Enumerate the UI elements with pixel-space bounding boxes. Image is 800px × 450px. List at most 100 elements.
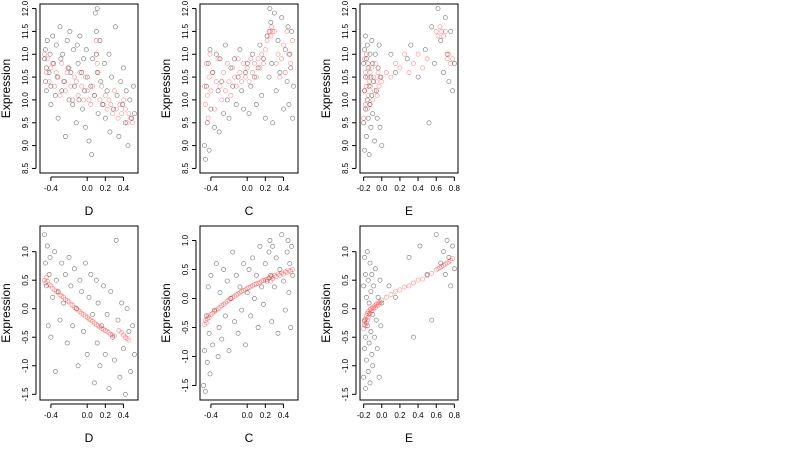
data-point bbox=[266, 74, 272, 80]
x-tick-label: 0.0 bbox=[242, 411, 254, 420]
data-point bbox=[362, 272, 368, 277]
data-point bbox=[244, 61, 250, 66]
data-point bbox=[268, 278, 274, 284]
data-point bbox=[43, 280, 48, 286]
data-point bbox=[90, 311, 95, 317]
data-point bbox=[233, 272, 239, 278]
data-point bbox=[268, 33, 274, 39]
data-point bbox=[102, 93, 108, 98]
data-point bbox=[44, 56, 50, 62]
y-tick-label: -0.5 bbox=[341, 330, 350, 344]
data-point bbox=[86, 316, 92, 322]
data-point bbox=[363, 294, 369, 300]
data-point bbox=[119, 330, 125, 336]
data-point bbox=[44, 88, 49, 94]
y-tick-label: -1.0 bbox=[21, 358, 30, 372]
data-point bbox=[270, 120, 275, 126]
observed-series bbox=[42, 232, 137, 397]
data-point bbox=[433, 267, 439, 273]
data-point bbox=[202, 102, 208, 107]
y-axis-title: Expression bbox=[159, 283, 173, 342]
data-point bbox=[86, 294, 92, 300]
observed-series bbox=[361, 6, 457, 158]
data-point bbox=[106, 97, 112, 103]
y-axis-title: Expression bbox=[159, 59, 173, 118]
data-point bbox=[101, 283, 106, 289]
data-point bbox=[433, 232, 439, 237]
data-point bbox=[206, 330, 212, 336]
data-point bbox=[221, 267, 226, 272]
data-point bbox=[52, 83, 57, 89]
data-point bbox=[48, 102, 54, 107]
data-point bbox=[221, 111, 226, 116]
data-point bbox=[250, 283, 255, 289]
data-point bbox=[402, 51, 407, 57]
data-point bbox=[271, 28, 277, 34]
data-point bbox=[288, 61, 294, 66]
y-tick-label: 12.0 bbox=[21, 0, 30, 16]
data-point bbox=[67, 28, 73, 34]
x-tick-label: 0.4 bbox=[118, 411, 130, 420]
data-point bbox=[110, 334, 115, 340]
data-point bbox=[124, 120, 130, 126]
data-point bbox=[439, 28, 445, 34]
data-point bbox=[213, 307, 219, 313]
data-point bbox=[241, 61, 246, 66]
data-point bbox=[267, 238, 273, 243]
data-point bbox=[119, 111, 125, 116]
y-tick-label: 1.0 bbox=[21, 246, 30, 258]
data-point bbox=[441, 33, 446, 39]
data-point bbox=[251, 282, 257, 287]
x-tick-label: 0.2 bbox=[260, 184, 272, 193]
data-point bbox=[44, 65, 49, 71]
data-point bbox=[255, 325, 261, 330]
data-point bbox=[92, 93, 97, 98]
data-point bbox=[130, 323, 135, 329]
data-point bbox=[217, 290, 223, 296]
data-point bbox=[364, 310, 370, 316]
data-point bbox=[365, 277, 371, 283]
data-point bbox=[86, 97, 92, 103]
data-point bbox=[411, 280, 416, 286]
data-point bbox=[248, 284, 254, 290]
data-point bbox=[213, 51, 219, 57]
data-point bbox=[59, 61, 65, 66]
data-point bbox=[392, 294, 398, 300]
data-point bbox=[365, 369, 371, 374]
data-point bbox=[202, 143, 207, 148]
data-point bbox=[370, 305, 376, 310]
data-point bbox=[210, 342, 216, 348]
data-point bbox=[89, 152, 95, 158]
data-point bbox=[288, 65, 294, 71]
data-point bbox=[124, 306, 130, 312]
data-point bbox=[242, 74, 248, 80]
data-point bbox=[422, 47, 428, 53]
data-point bbox=[126, 111, 132, 116]
data-point bbox=[201, 383, 206, 388]
data-point bbox=[73, 79, 79, 84]
data-point bbox=[290, 38, 295, 43]
data-point bbox=[94, 6, 100, 12]
data-point bbox=[269, 274, 275, 279]
data-point bbox=[275, 51, 281, 57]
data-point bbox=[374, 346, 380, 352]
x-tick-label: 0.4 bbox=[413, 184, 425, 193]
data-point bbox=[202, 156, 208, 162]
x-axis-title: D bbox=[85, 431, 94, 445]
data-point bbox=[288, 268, 294, 274]
data-point bbox=[101, 102, 106, 107]
data-point bbox=[257, 42, 263, 48]
y-tick-label: 10.0 bbox=[341, 92, 350, 108]
data-point bbox=[72, 83, 77, 89]
data-point bbox=[442, 261, 448, 267]
data-point bbox=[251, 74, 257, 80]
data-point bbox=[210, 310, 216, 316]
data-point bbox=[207, 47, 213, 53]
data-point bbox=[285, 238, 291, 243]
data-point bbox=[368, 306, 374, 312]
data-point bbox=[42, 51, 47, 57]
data-point bbox=[204, 359, 210, 365]
data-point bbox=[118, 79, 124, 84]
data-point bbox=[362, 33, 368, 39]
data-point bbox=[237, 70, 243, 75]
